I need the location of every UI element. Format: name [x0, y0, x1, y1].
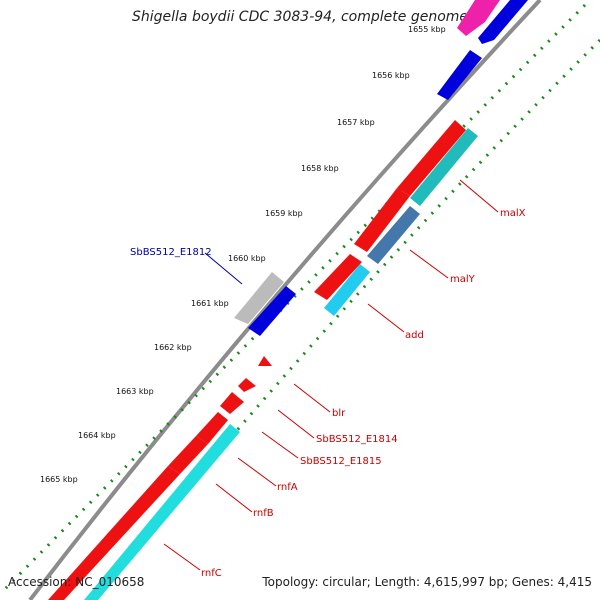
- kbp-tick: 1661 kbp: [191, 299, 229, 308]
- kbp-tick: 1663 kbp: [116, 387, 154, 396]
- genome-backbone: [28, 0, 542, 600]
- reverse-cds-malx: [397, 120, 466, 196]
- kbp-tick: 1655 kbp: [408, 25, 446, 34]
- kbp-tick: 1665 kbp: [40, 475, 78, 484]
- kbp-tick: 1664 kbp: [78, 431, 116, 440]
- kbp-tick: 1656 kbp: [372, 71, 410, 80]
- leader-line: [261, 431, 299, 459]
- hypothetical-cds: [234, 272, 284, 324]
- reverse-cds-add: [314, 254, 362, 300]
- gene-label-e1814: SbBS512_E1814: [316, 434, 398, 445]
- gene-label-rnfc: rnfC: [201, 568, 222, 579]
- other-feature-magenta: [457, 0, 500, 36]
- reverse-cds-rnfa: [196, 412, 228, 444]
- kbp-tick: 1657 kbp: [337, 118, 375, 127]
- kbp-tick: 1660 kbp: [228, 254, 266, 263]
- leader-line: [459, 179, 499, 213]
- map-title: Shigella boydii CDC 3083-94, complete ge…: [131, 9, 469, 25]
- reverse-cds-rnfc: [48, 466, 180, 600]
- leader-line: [204, 252, 243, 285]
- gene-label-maly: malY: [450, 274, 476, 285]
- reverse-cds-blr: [258, 356, 272, 366]
- leader-line: [367, 303, 405, 333]
- reverse-cds-e1815: [220, 392, 244, 414]
- accession-label: Accession: NC_010658: [8, 575, 145, 589]
- rna-track-add: [324, 264, 370, 316]
- forward-cds-e1812: [248, 286, 296, 336]
- leader-line: [163, 543, 201, 571]
- rna-track-malx: [410, 128, 478, 206]
- leader-line: [215, 483, 253, 513]
- forward-cds-top: [478, 0, 528, 44]
- gene-label-rnfa: rnfA: [277, 482, 298, 493]
- outer-dotted-guide: [2, 3, 587, 592]
- gene-label-malx: malX: [500, 208, 526, 219]
- reverse-cds-maly: [354, 188, 410, 252]
- gene-label-e1812: SbBS512_E1812: [130, 247, 212, 258]
- kbp-tick: 1662 kbp: [154, 343, 192, 352]
- forward-cds-1656: [437, 50, 482, 100]
- kbp-tick: 1658 kbp: [301, 164, 339, 173]
- leader-line: [293, 383, 331, 413]
- gene-label-rnfb: rnfB: [253, 508, 274, 519]
- rna-track-lower: [84, 424, 240, 600]
- gene-label-add: add: [405, 330, 424, 341]
- gene-label-blr: blr: [332, 408, 346, 419]
- reverse-cds-rnfb: [168, 436, 208, 474]
- leader-line: [237, 457, 277, 487]
- rna-track-maly: [367, 206, 420, 264]
- genome-summary: Topology: circular; Length: 4,615,997 bp…: [262, 575, 592, 589]
- kbp-tick: 1659 kbp: [265, 209, 303, 218]
- gene-label-e1815: SbBS512_E1815: [300, 456, 382, 467]
- leader-line: [277, 409, 315, 439]
- leader-line: [409, 249, 449, 279]
- reverse-cds-e1814: [238, 378, 256, 392]
